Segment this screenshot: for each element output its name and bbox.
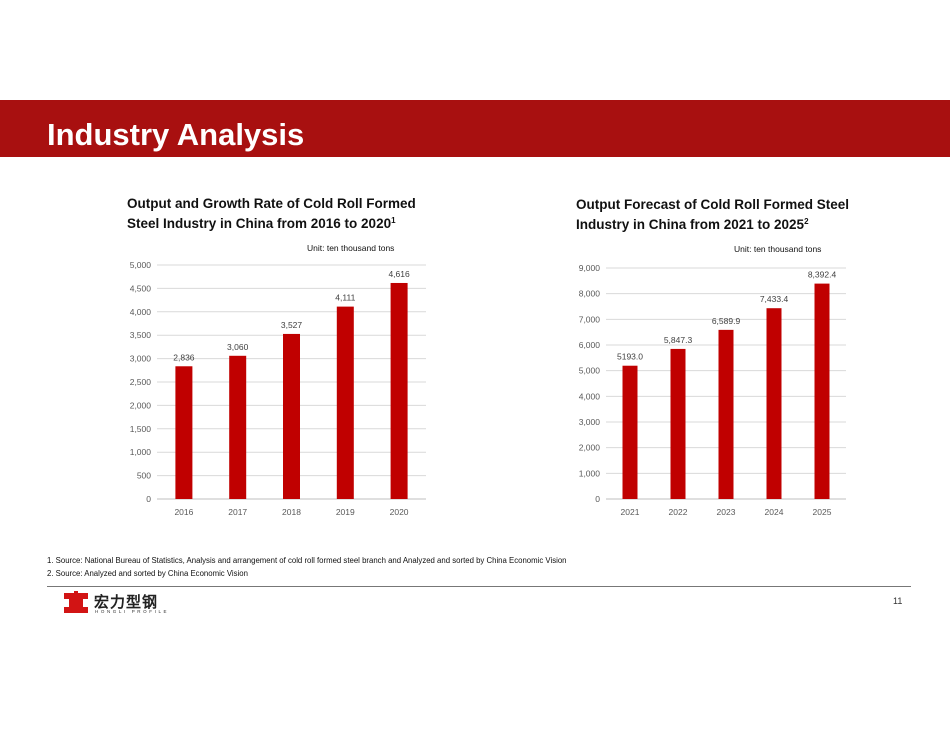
y-tick-label: 3,500 — [130, 330, 152, 340]
chart-1-title-line1: Output and Growth Rate of Cold Roll Form… — [127, 196, 416, 211]
bar — [670, 348, 686, 499]
chart-2-title-line2: Industry in China from 2021 to 2025 — [576, 217, 805, 232]
bar — [283, 333, 300, 499]
y-tick-label: 3,000 — [130, 354, 152, 364]
y-tick-label: 0 — [146, 494, 151, 504]
chart-1-unit: Unit: ten thousand tons — [307, 243, 395, 253]
data-label: 7,433.4 — [760, 294, 789, 304]
chart-1-output-2016-2020: 0 500 1,000 1,500 2,000 2,500 3,000 3,500 4,000 4… — [130, 260, 426, 517]
x-tick-label: 2021 — [621, 507, 640, 517]
bar — [229, 355, 247, 499]
data-label: 8,392.4 — [808, 270, 837, 280]
bar — [718, 329, 734, 499]
bar — [336, 306, 354, 499]
bar — [814, 283, 830, 499]
x-tick-label: 2019 — [336, 507, 355, 517]
chart-2-unit: Unit: ten thousand tons — [734, 244, 822, 254]
y-tick-label: 2,000 — [579, 443, 601, 453]
x-tick-label: 2023 — [717, 507, 736, 517]
chart-2-footnote-ref: 2 — [804, 217, 809, 226]
logo-english-name: HONGLI PROFILE — [95, 609, 170, 614]
x-tick-label: 2018 — [282, 507, 301, 517]
x-tick-label: 2020 — [390, 507, 409, 517]
page-number: 11 — [893, 596, 903, 606]
data-label: 3,527 — [281, 320, 303, 330]
page-title: Industry Analysis — [47, 117, 305, 152]
data-label: 5,847.3 — [664, 335, 693, 345]
hongli-logo-icon — [64, 591, 88, 613]
chart-2-forecast-2021-2025: 0 1,000 2,000 3,000 4,000 5,000 6,000 7,000 8,00… — [579, 263, 846, 517]
bar — [622, 365, 638, 499]
y-tick-label: 1,000 — [579, 468, 601, 478]
y-tick-label: 7,000 — [579, 314, 601, 324]
source-note-1: 1. Source: National Bureau of Statistics… — [47, 556, 567, 565]
chart-1-footnote-ref: 1 — [391, 216, 396, 225]
y-tick-label: 1,500 — [130, 424, 152, 434]
data-label: 2,836 — [173, 352, 195, 362]
source-note-2: 2. Source: Analyzed and sorted by China … — [47, 569, 248, 578]
chart-1-title: Output and Growth Rate of Cold Roll Form… — [127, 195, 416, 232]
y-tick-label: 8,000 — [579, 289, 601, 299]
y-tick-label: 2,000 — [130, 400, 152, 410]
logo-chinese-name: 宏力型钢 — [94, 593, 159, 611]
y-tick-label: 9,000 — [579, 263, 601, 273]
data-label: 5193.0 — [617, 352, 643, 362]
footer-divider — [47, 586, 911, 587]
chart-2-title: Output Forecast of Cold Roll Formed Stee… — [576, 196, 849, 233]
y-tick-label: 3,000 — [579, 417, 601, 427]
x-tick-label: 2024 — [765, 507, 784, 517]
data-label: 6,589.9 — [712, 316, 741, 326]
chart-2-title-line1: Output Forecast of Cold Roll Formed Stee… — [576, 197, 850, 212]
y-tick-label: 0 — [595, 494, 600, 504]
y-tick-label: 4,000 — [579, 391, 601, 401]
bar — [766, 308, 782, 499]
bar — [390, 282, 408, 499]
y-tick-label: 2,500 — [130, 377, 152, 387]
data-label: 3,060 — [227, 342, 249, 352]
x-tick-label: 2016 — [174, 507, 193, 517]
y-tick-label: 5,000 — [579, 366, 601, 376]
y-tick-label: 500 — [137, 471, 151, 481]
x-tick-label: 2017 — [228, 507, 247, 517]
y-tick-label: 4,500 — [130, 283, 152, 293]
y-tick-label: 4,000 — [130, 307, 152, 317]
y-tick-label: 5,000 — [130, 260, 152, 270]
title-banner — [0, 100, 950, 157]
data-label: 4,111 — [335, 293, 355, 303]
x-tick-label: 2022 — [669, 507, 688, 517]
data-label: 4,616 — [388, 269, 410, 279]
x-tick-label: 2025 — [813, 507, 832, 517]
chart-1-title-line2: Steel Industry in China from 2016 to 202… — [127, 216, 392, 231]
bar — [175, 366, 193, 499]
company-logo: 宏力型钢 HONGLI PROFILE — [64, 591, 184, 617]
y-tick-label: 1,000 — [130, 447, 152, 457]
y-tick-label: 6,000 — [579, 340, 601, 350]
